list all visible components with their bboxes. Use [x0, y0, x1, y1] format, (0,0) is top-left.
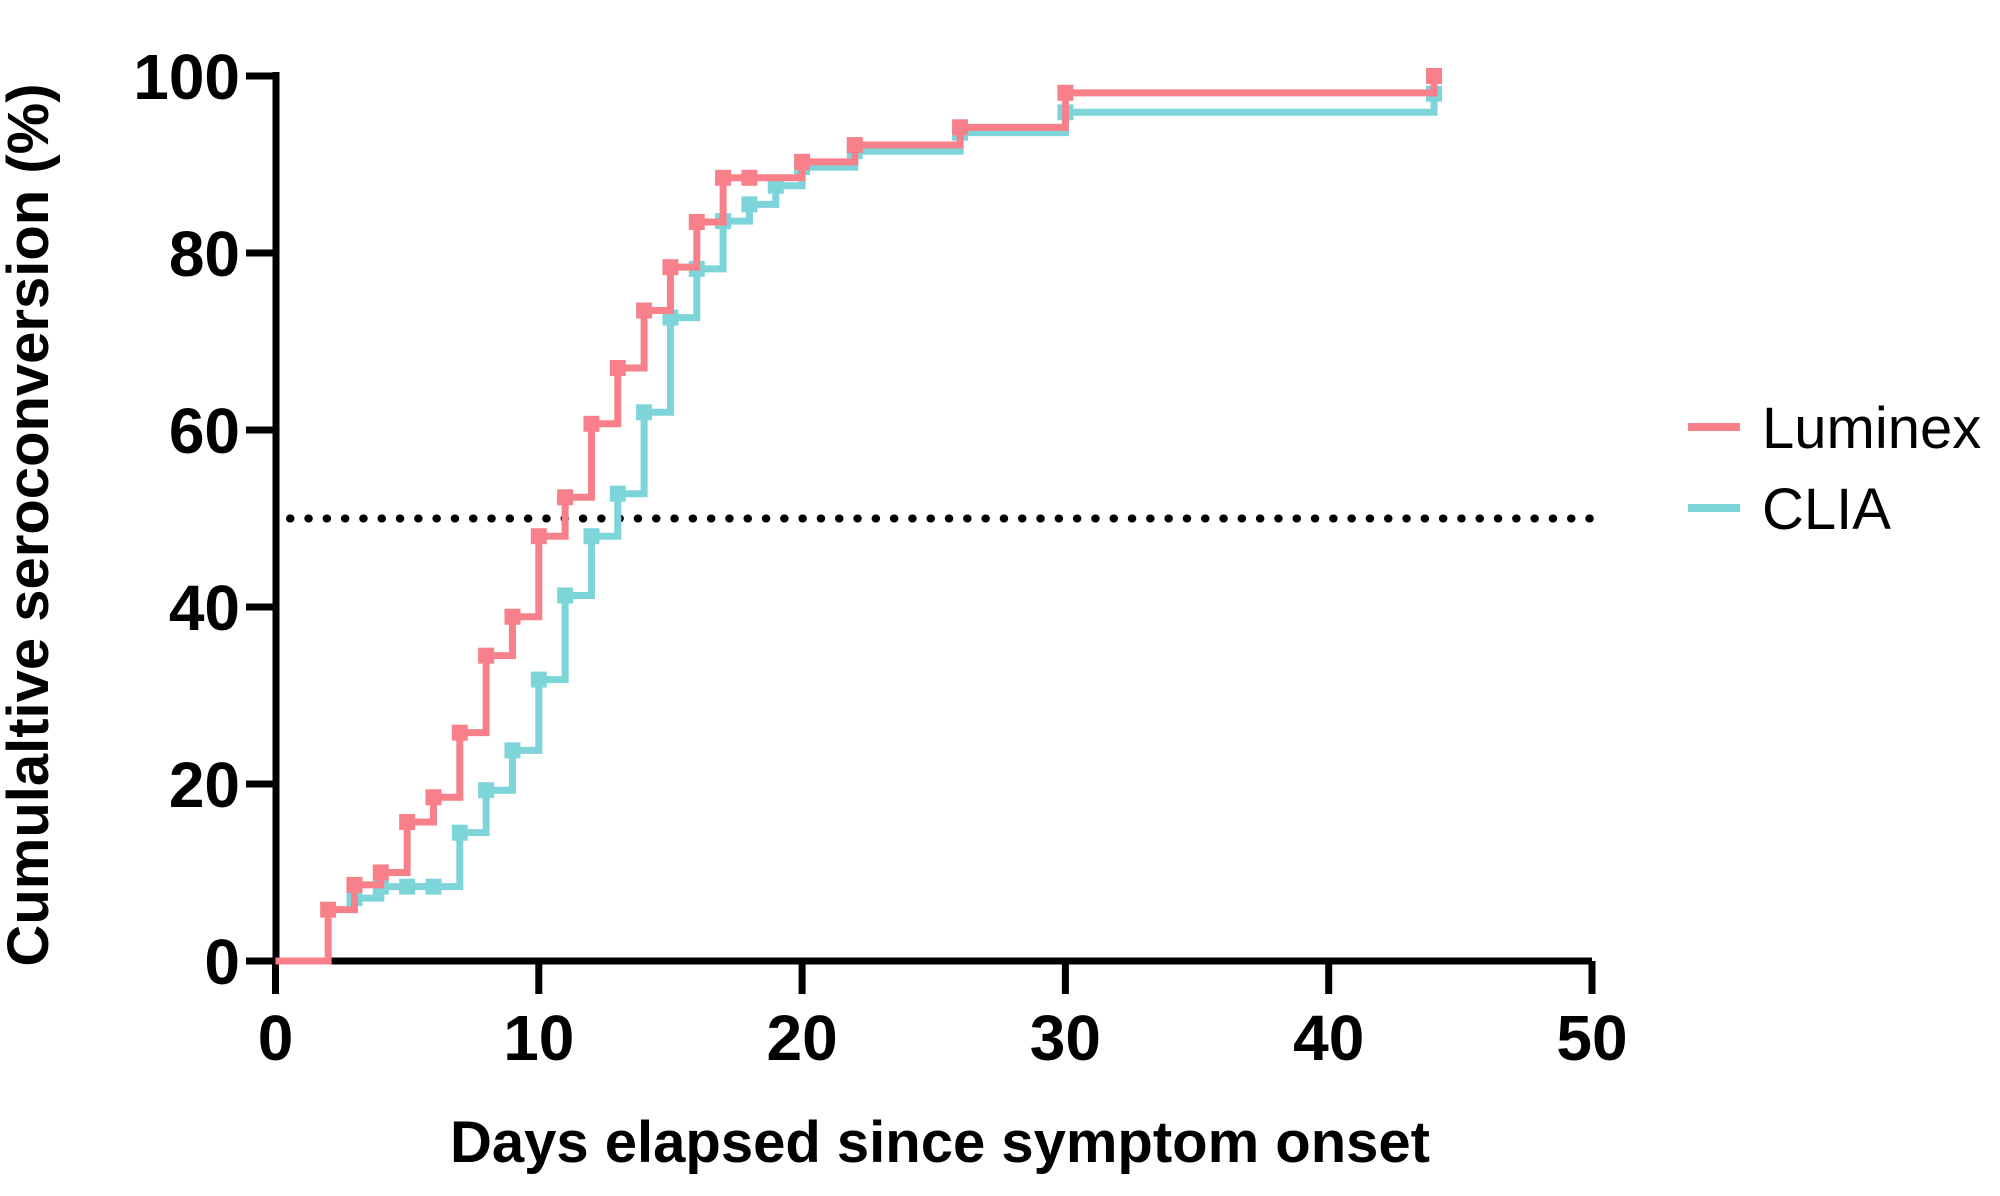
x-tick-label: 20 — [767, 1002, 838, 1074]
x-tick-label: 50 — [1556, 1002, 1627, 1074]
luminex-marker — [320, 901, 337, 918]
clia-marker — [399, 878, 416, 895]
y-tick-label: 80 — [169, 218, 240, 290]
luminex-marker — [662, 259, 679, 276]
clia-marker — [583, 528, 600, 545]
luminex-marker — [609, 360, 626, 377]
luminex-marker — [372, 864, 389, 881]
luminex-marker — [425, 789, 442, 806]
y-tick-label: 0 — [204, 926, 240, 998]
luminex-marker — [557, 489, 574, 506]
clia-marker — [557, 587, 574, 604]
y-axis-title: Cumulaltive seroconversion (%) — [0, 83, 61, 966]
legend: Luminex CLIA — [1688, 396, 1981, 542]
luminex-marker — [451, 724, 468, 741]
luminex-marker — [399, 814, 416, 831]
x-tick-label: 40 — [1293, 1002, 1364, 1074]
x-tick-label: 10 — [503, 1002, 574, 1074]
luminex-marker — [1426, 68, 1443, 84]
clia-marker — [530, 671, 547, 688]
y-tick-label: 40 — [169, 572, 240, 644]
luminex-marker — [846, 137, 863, 154]
luminex-marker — [1057, 84, 1074, 101]
luminex-marker — [715, 169, 732, 186]
luminex-marker — [741, 169, 758, 186]
luminex-marker — [478, 647, 495, 664]
series-layer — [275, 68, 1443, 965]
y-tick-label: 100 — [133, 41, 240, 113]
x-axis-title: Days elapsed since symptom onset — [450, 1110, 1430, 1175]
clia-marker — [741, 196, 758, 213]
luminex-marker — [504, 608, 521, 625]
x-tick-label: 0 — [258, 1002, 294, 1074]
clia-line — [354, 93, 1438, 902]
clia-marker — [636, 404, 653, 421]
luminex-marker — [530, 528, 547, 545]
y-tick-label: 20 — [169, 749, 240, 821]
luminex-marker — [583, 415, 600, 432]
x-tick-label: 30 — [1030, 1002, 1101, 1074]
luminex-marker — [346, 876, 363, 893]
clia-marker — [767, 177, 784, 194]
luminex-marker — [952, 119, 969, 136]
clia-marker — [478, 782, 495, 799]
legend-label-luminex: Luminex — [1762, 396, 1981, 461]
axis-titles: Days elapsed since symptom onset Cumulal… — [0, 83, 1430, 1175]
axes-layer: 0 20 40 60 80 100 0 10 20 30 40 50 — [133, 41, 1627, 1074]
clia-marker — [504, 742, 521, 759]
clia-marker — [451, 824, 468, 841]
clia-marker — [609, 485, 626, 502]
luminex-marker — [794, 153, 811, 170]
y-tick-label: 60 — [169, 395, 240, 467]
legend-label-clia: CLIA — [1762, 477, 1891, 542]
luminex-line — [275, 76, 1438, 965]
luminex-marker — [636, 302, 653, 319]
clia-marker — [425, 878, 442, 895]
luminex-marker — [688, 214, 705, 231]
